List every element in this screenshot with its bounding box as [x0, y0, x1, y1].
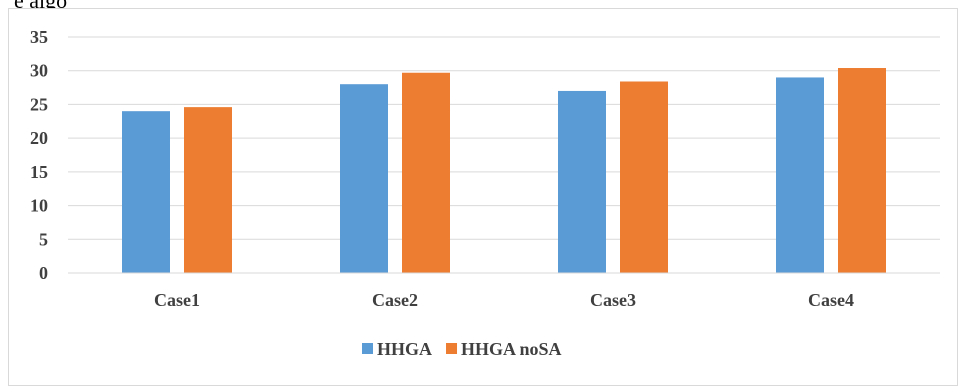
bar-case1-hhga [122, 111, 170, 274]
y-tick-label-15: 15 [30, 162, 48, 182]
y-tick-label-0: 0 [39, 263, 48, 283]
x-axis-categories: Case1 Case2 Case3 Case4 [154, 290, 854, 310]
legend-swatch-hhga [362, 343, 373, 354]
bars [122, 68, 886, 274]
legend-swatch-hhga-nosa [446, 343, 458, 354]
y-tick-label-20: 20 [30, 128, 48, 148]
legend-label-hhga-nosa: HHGA noSA [461, 339, 562, 359]
y-tick-label-25: 25 [30, 94, 48, 114]
y-axis-ticks: 0 5 10 15 20 25 30 35 [30, 27, 48, 283]
x-category-label-case1: Case1 [154, 290, 200, 310]
y-tick-label-35: 35 [30, 27, 48, 47]
legend: HHGA HHGA noSA [362, 339, 562, 359]
bar-case2-hhga-nosa [402, 72, 450, 273]
y-tick-label-10: 10 [30, 196, 48, 216]
x-category-label-case3: Case3 [590, 290, 636, 310]
y-tick-label-30: 30 [30, 61, 48, 81]
bar-case3-hhga [558, 90, 606, 273]
bar-case4-hhga [776, 77, 824, 273]
x-category-label-case2: Case2 [372, 290, 418, 310]
legend-label-hhga: HHGA [377, 339, 432, 359]
x-category-label-case4: Case4 [808, 290, 854, 310]
bar-case4-hhga-nosa [838, 68, 886, 273]
bar-case2-hhga [340, 84, 388, 273]
bar-case1-hhga-nosa [184, 107, 232, 273]
y-tick-label-5: 5 [39, 229, 48, 249]
bar-case3-hhga-nosa [620, 81, 668, 273]
